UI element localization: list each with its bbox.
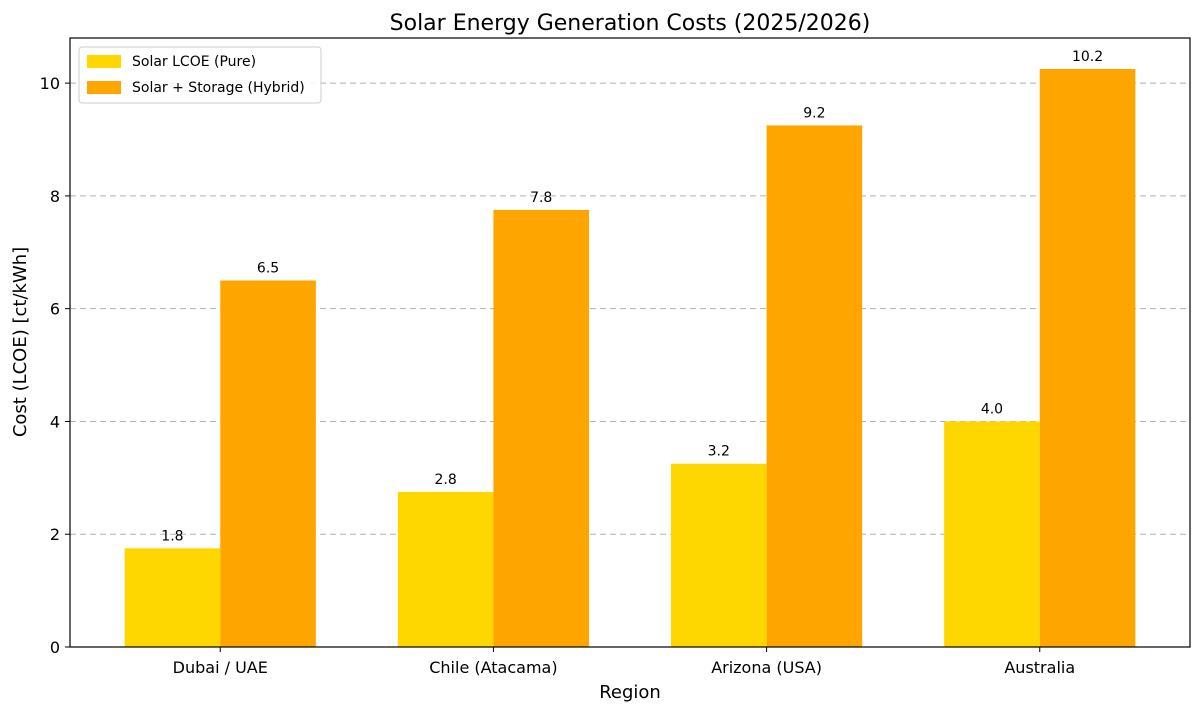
bar-value-label: 3.2 bbox=[708, 444, 730, 460]
x-axis-label: Region bbox=[599, 682, 661, 703]
bar-hybrid bbox=[220, 280, 316, 647]
axis-ticks: 0 2 4 6 8 10 Dubai / UAE Chile (Atacama) Arizona… bbox=[40, 74, 1076, 677]
legend-swatch-hybrid bbox=[87, 81, 121, 94]
x-tick-label: Chile (Atacama) bbox=[429, 658, 557, 677]
bar-pure bbox=[670, 463, 767, 647]
legend: Solar LCOE (Pure) Solar + Storage (Hybri… bbox=[78, 46, 322, 104]
bar-hybrid bbox=[1039, 69, 1136, 647]
plot-frame bbox=[69, 37, 1191, 648]
bar-hybrid bbox=[766, 125, 863, 648]
bar-value-label: 6.5 bbox=[257, 260, 279, 276]
data-labels: 1.8 2.8 3.2 4.0 6.5 7.8 9.2 10.2 bbox=[161, 49, 1103, 544]
legend-label-pure: Solar LCOE (Pure) bbox=[132, 54, 256, 70]
bar-pure bbox=[397, 491, 494, 647]
legend-swatch-pure bbox=[87, 55, 121, 68]
y-tick-label: 4 bbox=[50, 412, 60, 431]
bars bbox=[124, 69, 1136, 648]
y-tick-label: 10 bbox=[40, 74, 60, 93]
y-tick-label: 8 bbox=[50, 187, 60, 206]
bar-value-label: 7.8 bbox=[530, 190, 552, 206]
x-tick-label: Dubai / UAE bbox=[173, 658, 268, 677]
chart-title: Solar Energy Generation Costs (2025/2026… bbox=[390, 11, 871, 36]
legend-frame bbox=[78, 46, 322, 104]
bar-value-label: 4.0 bbox=[981, 401, 1003, 417]
bar-pure bbox=[124, 548, 221, 647]
x-tick-label: Australia bbox=[1004, 658, 1075, 677]
bar-value-label: 9.2 bbox=[803, 105, 825, 121]
x-tick-label: Arizona (USA) bbox=[711, 658, 822, 677]
y-axis-label: Cost (LCOE) [ct/kWh] bbox=[10, 247, 31, 437]
y-tick-label: 0 bbox=[50, 638, 60, 657]
bar-hybrid bbox=[493, 209, 590, 647]
y-tick-label: 6 bbox=[50, 300, 60, 319]
bar-value-label: 1.8 bbox=[161, 528, 183, 544]
bar-value-label: 2.8 bbox=[434, 472, 456, 488]
bar-pure bbox=[944, 421, 1040, 647]
legend-label-hybrid: Solar + Storage (Hybrid) bbox=[132, 80, 305, 96]
y-tick-label: 2 bbox=[50, 525, 60, 544]
bar-value-label: 10.2 bbox=[1072, 49, 1103, 65]
